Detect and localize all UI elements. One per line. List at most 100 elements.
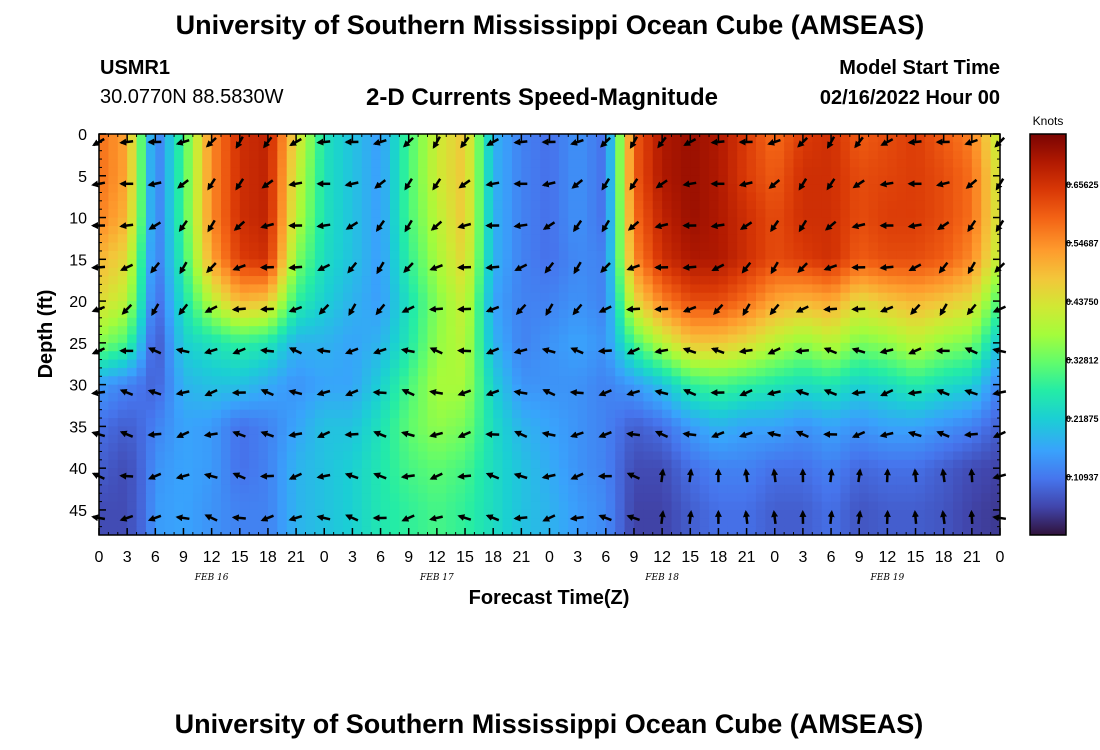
heatmap-cell [896, 326, 907, 336]
heatmap-cell [296, 426, 307, 436]
heatmap-cell [699, 342, 710, 352]
heatmap-cell [174, 501, 185, 511]
heatmap-cell [267, 451, 278, 461]
heatmap-cell [887, 309, 898, 319]
heatmap-cell [755, 309, 766, 319]
heatmap-cell [164, 292, 175, 302]
heatmap-cell [324, 292, 335, 302]
heatmap-cell [324, 484, 335, 494]
heatmap-cell [521, 217, 532, 227]
heatmap-cell [671, 309, 682, 319]
heatmap-cell [849, 351, 860, 361]
heatmap-cell [305, 384, 316, 394]
heatmap-cell [821, 518, 832, 528]
heatmap-cell [605, 392, 616, 402]
heatmap-cell [230, 418, 241, 427]
heatmap-cell [868, 150, 879, 160]
heatmap-cell [399, 418, 410, 427]
heatmap-cell [737, 493, 748, 503]
heatmap-cell [183, 175, 194, 185]
heatmap-cell [577, 434, 588, 444]
heatmap-cell [99, 401, 109, 411]
heatmap-cell [981, 259, 992, 269]
heatmap-cell [718, 418, 729, 427]
heatmap-cell [343, 250, 354, 260]
heatmap-cell [455, 225, 466, 235]
heatmap-cell [380, 342, 391, 352]
heatmap-cell [896, 451, 907, 461]
heatmap-cell [793, 484, 804, 494]
heatmap-cell [971, 217, 982, 227]
heatmap-cell [549, 301, 560, 311]
heatmap-cell [784, 459, 795, 469]
heatmap-cell [465, 409, 476, 419]
heatmap-cell [511, 209, 522, 219]
heatmap-cell [108, 200, 119, 210]
heatmap-cell [211, 225, 222, 235]
heatmap-cell [127, 526, 138, 535]
heatmap-cell [971, 434, 982, 444]
heatmap-cell [587, 526, 598, 535]
heatmap-cell [380, 401, 391, 411]
heatmap-cell [596, 159, 607, 169]
heatmap-cell [221, 367, 231, 377]
heatmap-cell [408, 418, 419, 427]
heatmap-cell [305, 301, 316, 311]
heatmap-cell [934, 418, 945, 427]
heatmap-cell [117, 242, 128, 252]
heatmap-cell [727, 250, 738, 260]
heatmap-cell [727, 367, 738, 377]
heatmap-cell [934, 493, 945, 503]
heatmap-cell [239, 493, 250, 503]
heatmap-cell [624, 443, 635, 453]
heatmap-cell [915, 159, 926, 169]
heatmap-cell [802, 276, 813, 285]
heatmap-cell [887, 401, 898, 411]
heatmap-cell [587, 359, 598, 369]
heatmap-cell [605, 459, 616, 469]
heatmap-cell [465, 209, 476, 219]
heatmap-cell [877, 259, 888, 269]
heatmap-cell [530, 276, 541, 285]
heatmap-cell [953, 392, 964, 402]
heatmap-cell [737, 242, 748, 252]
heatmap-cell [662, 518, 673, 528]
heatmap-cell [737, 142, 748, 152]
heatmap-cell [709, 326, 720, 336]
heatmap-cell [136, 409, 147, 419]
heatmap-cell [540, 242, 551, 252]
heatmap-cell [296, 267, 307, 277]
heatmap-cell [643, 526, 654, 535]
heatmap-cell [145, 200, 156, 210]
heatmap-cell [709, 434, 720, 444]
heatmap-cell [906, 200, 917, 210]
heatmap-cell [699, 276, 710, 285]
heatmap-cell [221, 376, 231, 386]
heatmap-cell [812, 292, 823, 302]
heatmap-cell [258, 184, 269, 194]
heatmap-cell [699, 225, 710, 235]
heatmap-cell [896, 225, 907, 235]
heatmap-cell [455, 359, 466, 369]
heatmap-cell [671, 359, 682, 369]
heatmap-cell [840, 267, 851, 277]
heatmap-cell [380, 434, 391, 444]
current-arrow [766, 389, 781, 397]
heatmap-cell [549, 276, 560, 285]
heatmap-cell [943, 334, 954, 344]
heatmap-cell [577, 509, 588, 519]
heatmap-cell [333, 409, 344, 419]
heatmap-cell [155, 250, 166, 260]
heatmap-cell [549, 526, 560, 535]
heatmap-cell [389, 225, 400, 235]
heatmap-cell [258, 392, 269, 402]
heatmap-cell [333, 242, 344, 252]
heatmap-cell [249, 175, 260, 185]
heatmap-cell [981, 518, 992, 528]
heatmap-cell [145, 401, 156, 411]
heatmap-cell [784, 493, 795, 503]
heatmap-cell [493, 242, 504, 252]
heatmap-cell [324, 259, 335, 269]
heatmap-cell [887, 476, 898, 486]
heatmap-cell [155, 384, 166, 394]
